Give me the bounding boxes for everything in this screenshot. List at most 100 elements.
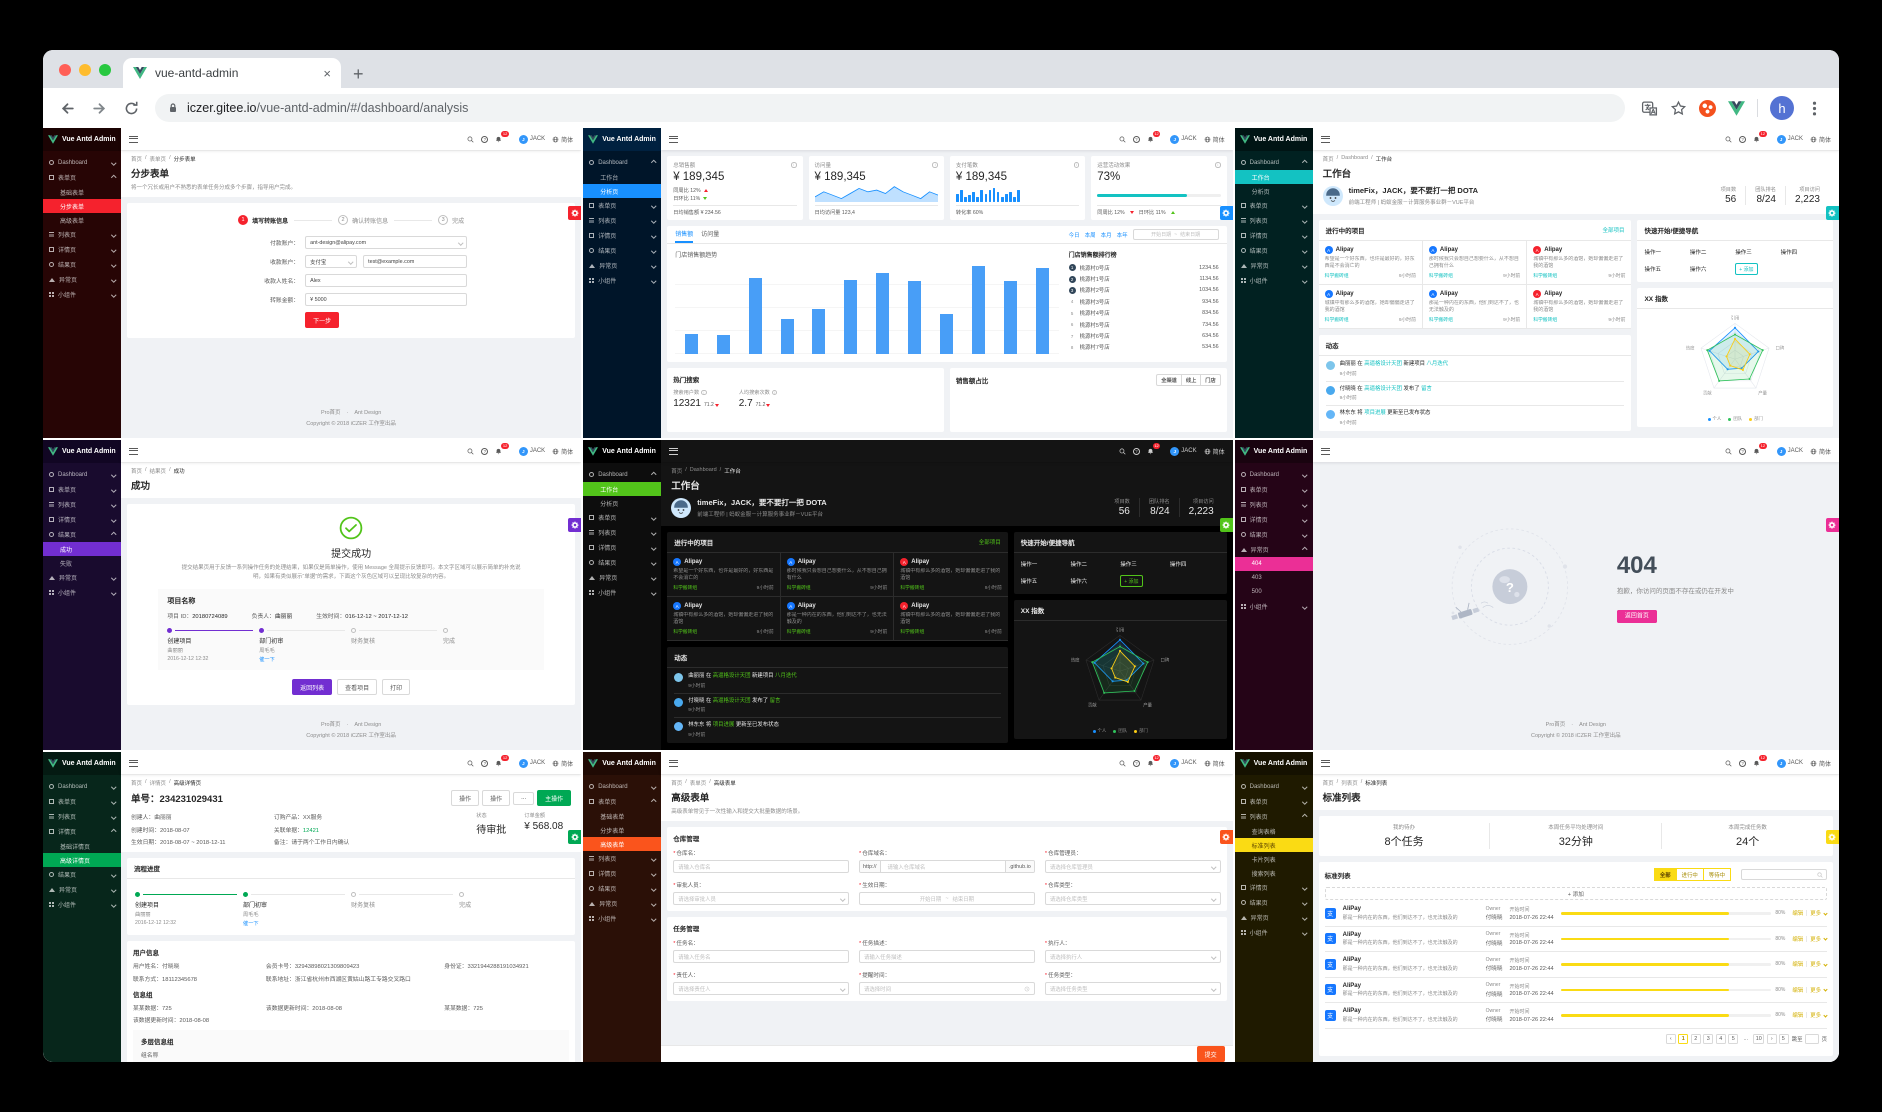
sidebar-item[interactable]: Dashboard [583,467,661,482]
search-icon[interactable] [467,760,474,767]
project-group-link[interactable]: 科学搬砖组 [673,630,698,635]
sidebar-item[interactable]: 表单页 [583,794,661,809]
sidebar-subitem[interactable]: 分析页 [600,501,619,508]
collapse-menu-icon[interactable] [129,135,138,143]
secondary-button[interactable]: 查看项目 [337,679,378,696]
jump-input[interactable] [1805,1033,1820,1044]
sidebar-item[interactable]: Dashboard [583,779,661,794]
reload-button[interactable] [117,94,145,122]
legend-item[interactable]: 团队 [1728,416,1742,422]
sidebar-item[interactable]: 详情页 [1235,228,1313,243]
collapse-menu-icon[interactable] [1320,135,1330,143]
breadcrumb-item[interactable]: 首页 [1322,157,1334,163]
all-projects-link[interactable]: 全部项目 [978,540,1001,546]
sidebar-subitem[interactable]: 查询表格 [1251,829,1276,836]
project-card[interactable]: A Alipay 城镇中有那么多的酒馆，她却偏偏走进了我的酒馆 科学搬砖组 9小时前 [1318,285,1423,329]
sidebar-item[interactable]: 小组件 [1235,273,1313,288]
list-row[interactable]: 支 AliPay 那是一种内在的东西，他们到达不了，也无法触及的 Owner 付晓晓 开始… [1324,1003,1828,1029]
legend-item[interactable]: 部门 [1134,728,1148,734]
sidebar-item[interactable]: 详情页 [1235,880,1313,895]
sidebar-subitem[interactable]: 工作台 [1234,170,1313,184]
footer-link[interactable]: Ant Design [354,410,382,416]
sidebar-item[interactable]: Dashboard [43,779,121,794]
sidebar-item[interactable]: 异常页 [583,570,661,585]
quick-op-link[interactable]: 操作一 [1020,562,1038,568]
language-menu[interactable]: 简体 [552,447,573,456]
collapse-menu-icon[interactable] [669,447,679,455]
sidebar-subitem[interactable]: 失败 [60,561,73,568]
sidebar-item[interactable]: 异常页 [1235,258,1313,273]
sidebar-item[interactable]: 表单页 [43,794,121,809]
notification-bell-icon[interactable]: 12 [1753,131,1769,143]
sidebar-item[interactable]: 详情页 [43,512,121,527]
sidebar-item[interactable]: 结果页 [583,555,661,570]
breadcrumb-item[interactable]: 首页 [1322,781,1334,787]
theme-settings-button[interactable] [568,830,582,844]
footer-link[interactable]: Ant Design [1579,722,1606,728]
breadcrumb-item[interactable]: 表单页 [149,157,167,163]
sidebar-subitem[interactable]: 卡片列表 [1251,857,1276,864]
project-group-link[interactable]: 科学搬砖组 [1428,318,1453,323]
sidebar-item[interactable]: 结果页 [1235,895,1313,910]
sidebar-item[interactable]: 详情页 [583,540,661,555]
step-link[interactable]: 催一下 [243,921,259,927]
sidebar-subitem[interactable]: 404 [1234,557,1313,571]
quick-op-link[interactable]: 操作六 [1689,267,1707,273]
time-field[interactable]: 请选择时间 [859,982,1035,995]
sidebar-subitem[interactable]: 工作台 [583,482,662,496]
help-icon[interactable]: ? [481,447,489,455]
collapse-menu-icon[interactable] [669,759,679,767]
user-menu[interactable]: J JACK [518,134,545,144]
user-menu[interactable]: J JACK [1776,446,1803,456]
browser-menu-icon[interactable] [1806,100,1823,117]
quick-op-link[interactable]: 操作一 [1644,250,1661,256]
sidebar-item[interactable]: 列表页 [43,227,121,242]
project-group-link[interactable]: 科学搬砖组 [900,630,925,635]
notification-bell-icon[interactable]: 12 [1147,131,1163,143]
add-item-button[interactable]: + 添加 [1324,887,1827,900]
feed-link[interactable]: 项目进展 [712,722,736,729]
page-size-select[interactable]: 5 [1779,1033,1790,1044]
select-field[interactable]: 支付宝 [305,255,358,268]
breadcrumb-item[interactable]: 首页 [671,469,683,475]
sidebar-item[interactable]: 结果页 [583,243,661,258]
search-icon[interactable] [1119,136,1126,143]
filter-进行中[interactable]: 进行中 [1675,868,1704,881]
list-row[interactable]: 支 AliPay 那是一种内在的东西，他们到达不了，也无法触及的 Owner 付晓晓 开始… [1324,978,1828,1003]
sidebar-item[interactable]: 异常页 [583,258,661,273]
help-icon[interactable]: ? [1739,759,1747,767]
sidebar-item[interactable]: 小组件 [1235,599,1313,614]
search-icon[interactable] [467,136,474,143]
sidebar-item[interactable]: 小组件 [1235,925,1313,940]
theme-settings-button[interactable] [1825,830,1839,844]
breadcrumb-item[interactable]: 首页 [131,157,143,163]
translate-icon[interactable] [1641,100,1658,117]
sidebar-item[interactable]: 小组件 [583,273,661,288]
sidebar-item[interactable]: 结果页 [1235,243,1313,258]
sidebar-item[interactable]: 结果页 [43,527,121,542]
range-link[interactable]: 今日 [1068,232,1080,239]
sidebar-item[interactable]: Dashboard [43,467,121,482]
range-link[interactable]: 本月 [1100,232,1112,239]
language-menu[interactable]: 简体 [1810,447,1831,456]
edit-link[interactable]: 编辑 [1792,987,1804,994]
quick-op-link[interactable]: 操作三 [1735,250,1752,256]
text-input[interactable]: 请输入任务描述 [859,950,1035,963]
project-card[interactable]: A Alipay 那是一种内在的东西，他们到达不了，也无法触及的 科学搬砖组 9小时前 [780,597,895,641]
action-button[interactable]: ... [513,791,535,805]
notification-bell-icon[interactable]: 12 [1753,755,1769,767]
sidebar-item[interactable]: Dashboard [1235,779,1313,794]
filter-等待中[interactable]: 等待中 [1702,868,1731,881]
notification-bell-icon[interactable]: 12 [1147,755,1163,767]
user-menu[interactable]: J JACK [1170,446,1197,456]
legend-item[interactable]: 个人 [1092,728,1106,734]
sidebar-item[interactable]: 异常页 [43,570,121,585]
sidebar-item[interactable]: 表单页 [1235,198,1313,213]
sidebar-item[interactable]: Dashboard [1235,467,1313,482]
project-group-link[interactable]: 科学搬砖组 [900,586,925,591]
next-page[interactable]: › [1766,1033,1777,1044]
language-menu[interactable]: 简体 [1810,759,1831,768]
quick-op-link[interactable]: 操作六 [1070,579,1087,585]
filter-全渠道[interactable]: 全渠道 [1156,374,1182,386]
sidebar-subitem[interactable]: 分步表单 [43,199,121,213]
